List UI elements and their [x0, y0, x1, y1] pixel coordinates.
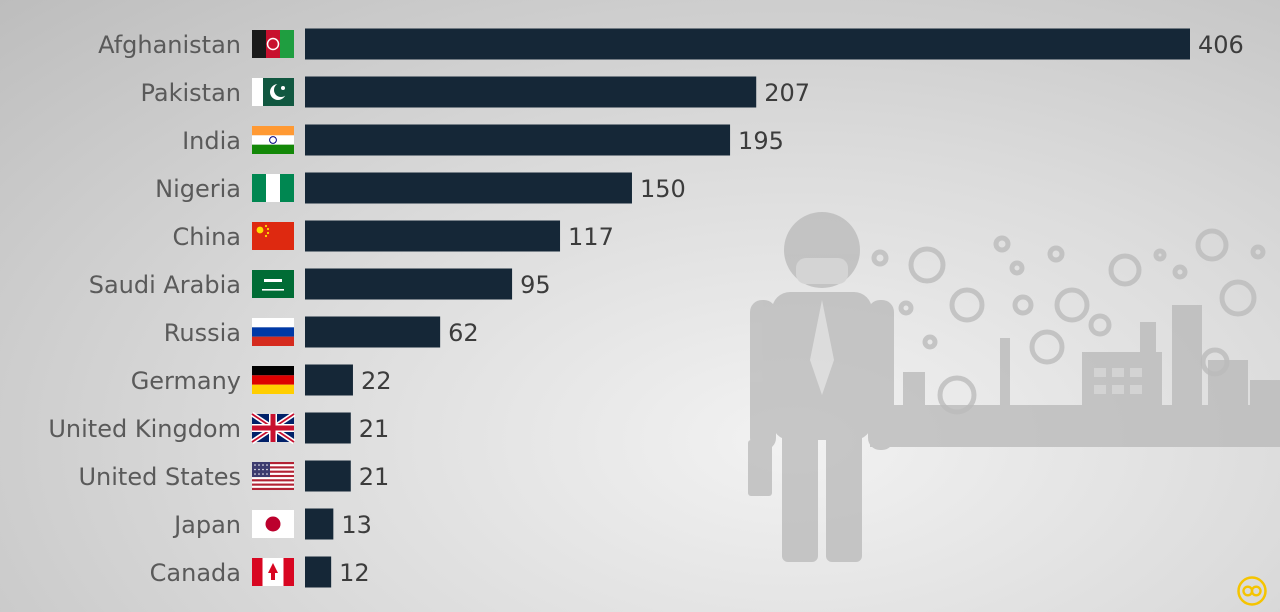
value-label: 150	[640, 175, 686, 203]
category-label: China	[172, 223, 241, 251]
value-label: 117	[568, 223, 614, 251]
value-label: 406	[1198, 31, 1244, 59]
nigeria-flag-icon	[252, 174, 294, 202]
bar	[305, 220, 561, 252]
bar	[305, 124, 731, 156]
bar	[305, 508, 334, 540]
bar	[305, 172, 632, 204]
afghanistan-flag-icon	[252, 30, 294, 58]
category-label: Germany	[131, 367, 241, 395]
category-label: United Kingdom	[48, 415, 241, 443]
brand-logo-icon	[1237, 576, 1267, 606]
category-label: Russia	[164, 319, 241, 347]
value-label: 21	[359, 463, 390, 491]
united-kingdom-flag-icon	[250, 411, 296, 445]
bar	[305, 460, 351, 492]
bar	[305, 556, 332, 588]
category-label: Japan	[172, 511, 241, 539]
bar	[305, 28, 1190, 60]
value-label: 195	[738, 127, 784, 155]
value-label: 12	[339, 559, 370, 587]
bar	[305, 412, 351, 444]
value-label: 95	[520, 271, 551, 299]
category-label: Canada	[150, 559, 241, 587]
bar	[305, 316, 441, 348]
category-label: India	[182, 127, 241, 155]
value-label: 13	[341, 511, 372, 539]
china-flag-icon	[252, 222, 294, 250]
japan-flag-icon	[252, 510, 294, 538]
pakistan-flag-icon	[252, 78, 294, 106]
category-label: Pakistan	[141, 79, 242, 107]
saudi-arabia-flag-icon	[252, 270, 294, 298]
germany-flag-icon	[252, 366, 294, 394]
value-label: 62	[448, 319, 479, 347]
united-states-flag-icon	[252, 462, 294, 491]
bar	[305, 268, 513, 300]
category-label: United States	[78, 463, 241, 491]
india-flag-icon	[252, 126, 294, 154]
russia-flag-icon	[252, 318, 294, 346]
category-label: Nigeria	[155, 175, 241, 203]
value-label: 22	[361, 367, 392, 395]
value-label: 21	[359, 415, 390, 443]
bar	[305, 76, 757, 108]
bar	[305, 364, 353, 396]
category-label: Saudi Arabia	[89, 271, 241, 299]
value-label: 207	[764, 79, 810, 107]
category-label: Afghanistan	[98, 31, 241, 59]
canada-flag-icon	[252, 558, 294, 586]
